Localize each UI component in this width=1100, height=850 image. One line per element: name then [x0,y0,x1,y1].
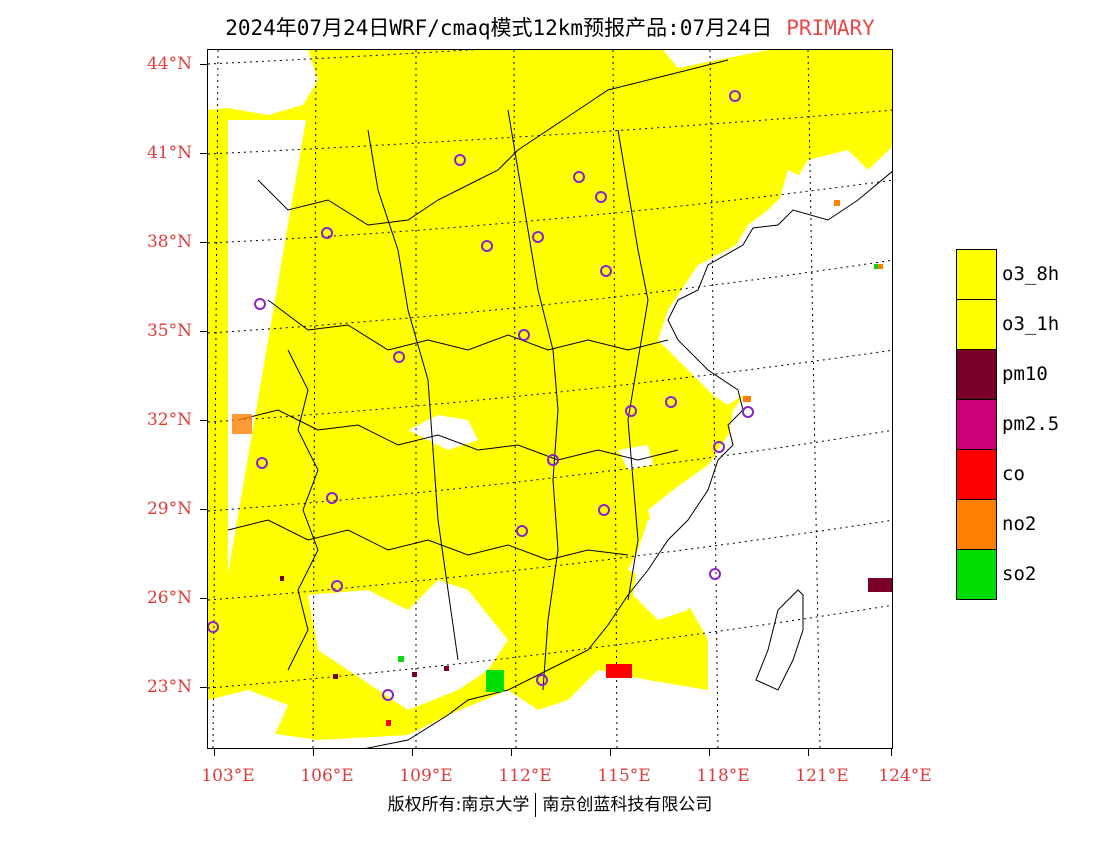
title-primary-tag: PRIMARY [786,16,875,40]
clean-areas [208,50,892,748]
lat-label: 35°N [146,321,192,341]
no2-dot [878,264,883,269]
lon-tick [214,749,215,756]
lon-label: 106°E [300,766,354,786]
pollutant-pixels [232,200,892,726]
footer-divider [535,793,537,817]
lat-tick [200,64,207,65]
pm10-patch [868,578,892,592]
lon-label: 118°E [696,766,750,786]
pm10-dot [280,576,284,581]
lat-label: 32°N [146,410,192,430]
copyright-company: 南京创蓝科技有限公司 [542,795,713,815]
legend-item-pm25: pm2.5 [956,399,1100,450]
lat-tick [200,509,207,510]
so2-patch [486,670,504,692]
copyright-owner: 版权所有:南京大学 [387,795,530,815]
lon-label: 112°E [498,766,552,786]
pollutant-legend: o3_8h o3_1h pm10 pm2.5 co no2 so2 [956,249,1100,600]
co-patch [606,664,632,678]
pm10-dot [333,674,338,679]
lat-tick [200,687,207,688]
lat-tick [200,242,207,243]
legend-label: co [1002,463,1025,485]
lat-label: 41°N [146,143,192,163]
lat-tick [200,598,207,599]
lon-label: 124°E [878,766,932,786]
lon-tick [709,749,710,756]
legend-label: pm2.5 [1002,413,1060,435]
legend-label: pm10 [1002,363,1048,385]
so2-dot [398,656,404,662]
legend-item-co: co [956,449,1100,500]
no2-patch [232,414,252,434]
legend-item-no2: no2 [956,499,1100,550]
lon-label: 109°E [399,766,453,786]
lat-label: 44°N [146,54,192,74]
lon-label: 121°E [795,766,849,786]
pollutant-map [208,50,892,748]
legend-swatch [956,399,997,450]
legend-item-pm10: pm10 [956,349,1100,400]
lat-tick [200,153,207,154]
legend-item-o3_8h: o3_8h [956,249,1100,300]
legend-swatch [956,349,997,400]
station-markers [208,90,754,701]
legend-label: no2 [1002,513,1037,535]
lon-label: 103°E [201,766,255,786]
legend-swatch [956,499,997,550]
lat-tick [200,331,207,332]
lon-tick [610,749,611,756]
lat-tick [200,420,207,421]
legend-swatch [956,449,997,500]
legend-swatch [956,299,997,350]
lat-label: 23°N [146,677,192,697]
title-main: 2024年07月24日WRF/cmaq模式12km预报产品:07月24日 [225,16,773,40]
pm10-dot [412,672,417,677]
lon-tick [511,749,512,756]
legend-swatch [956,549,997,600]
lon-tick [313,749,314,756]
co-dot [386,720,391,726]
legend-item-so2: so2 [956,549,1100,600]
so2-dot [874,264,878,269]
legend-item-o3_1h: o3_1h [956,299,1100,350]
lat-label: 38°N [146,232,192,252]
graticule [208,50,892,748]
legend-swatch [956,249,997,300]
no2-dot [834,200,840,206]
lat-label: 26°N [146,588,192,608]
legend-label: so2 [1002,563,1037,585]
map-title: 2024年07月24日WRF/cmaq模式12km预报产品:07月24日 PRIM… [0,12,1100,42]
copyright-footer: 版权所有:南京大学 南京创蓝科技有限公司 [0,790,1100,817]
lat-label: 29°N [146,499,192,519]
lon-tick [891,749,892,756]
legend-label: o3_1h [1002,313,1060,335]
map-panel [207,49,893,749]
lon-label: 115°E [597,766,651,786]
lon-tick [808,749,809,756]
lon-tick [412,749,413,756]
legend-label: o3_8h [1002,263,1060,285]
no2-dot [743,396,751,402]
pm10-dot [444,666,449,671]
boundaries [227,59,892,748]
